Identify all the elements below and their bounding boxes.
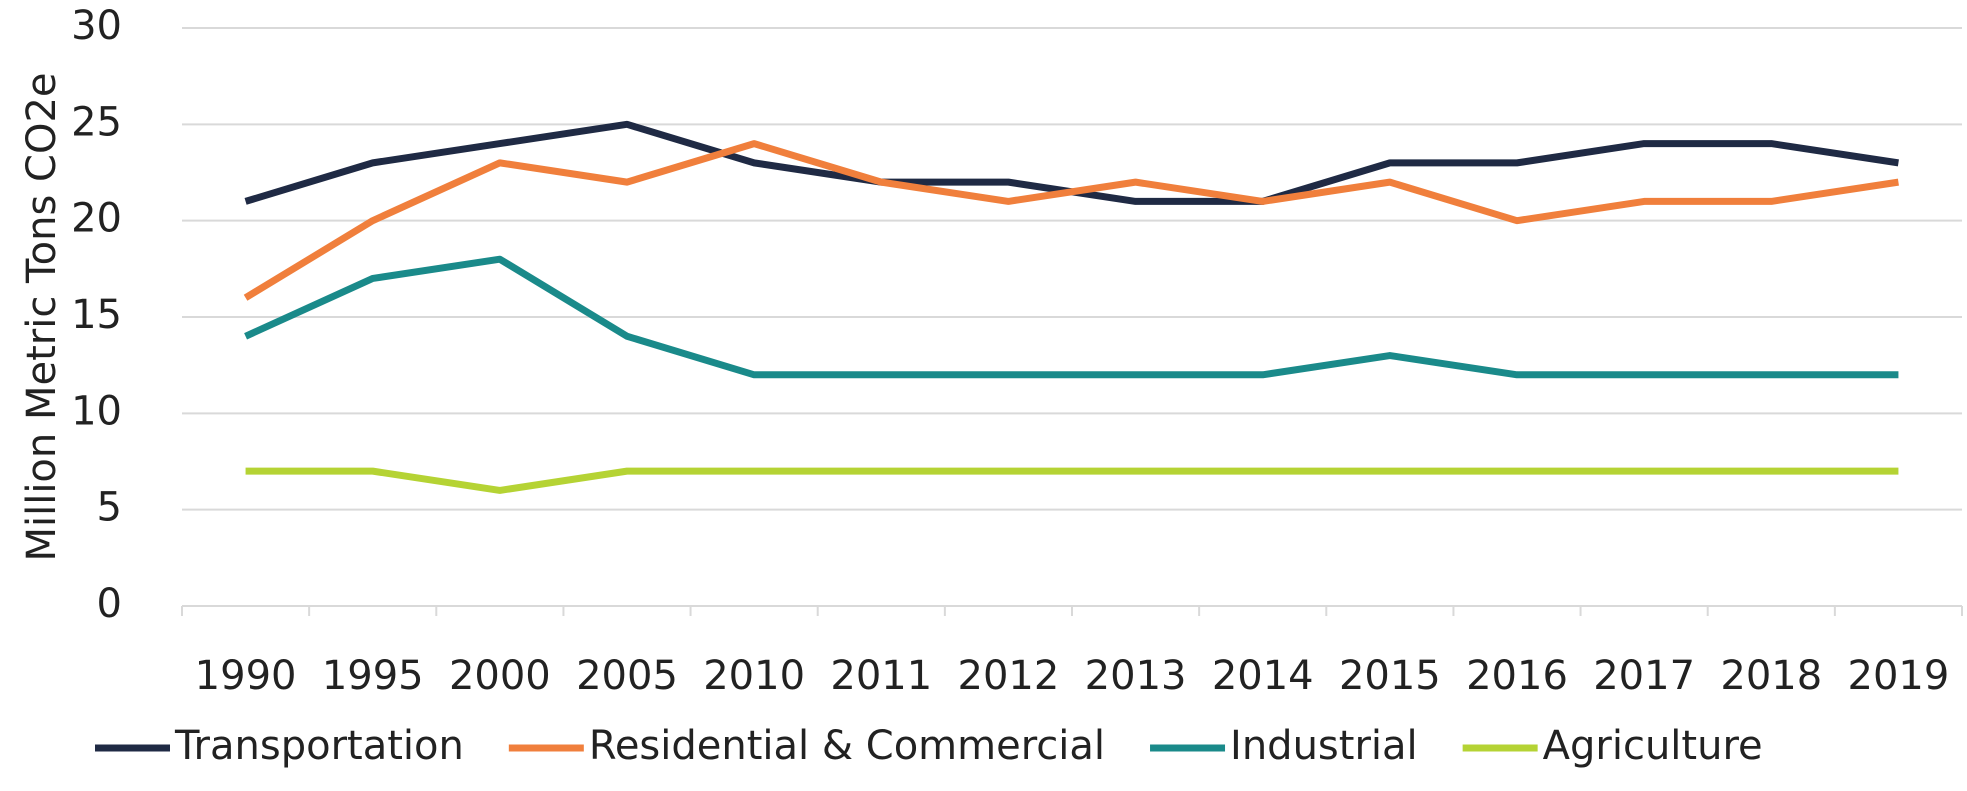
x-tick-label: 2017 [1593,653,1695,699]
x-tick-label: 2005 [576,653,678,699]
legend-label: Industrial [1230,723,1418,769]
x-tick-label: 2015 [1339,653,1441,699]
series-line [245,467,1899,494]
series-line [244,255,1899,379]
y-tick-label: 20 [71,196,122,242]
y-tick-label: 25 [71,99,122,145]
x-tick-label: 2000 [449,653,551,699]
x-tick-label: 2019 [1848,653,1950,699]
y-tick-label: 30 [71,3,122,49]
y-tick-label: 15 [71,292,122,338]
x-tick-label: 2012 [958,653,1060,699]
x-tick-label: 2018 [1720,653,1822,699]
x-tick-label: 2010 [703,653,805,699]
x-tick-label: 2016 [1466,653,1568,699]
x-tick-label: 1995 [322,653,424,699]
y-tick-label: 10 [71,388,122,434]
series-line [243,140,1899,301]
x-tick-label: 2011 [830,653,932,699]
y-axis-label: Million Metric Tons CO2e [19,72,65,561]
legend-label: Agriculture [1543,723,1763,769]
legend-label: Transportation [174,723,464,769]
x-tick-label: 1990 [195,653,297,699]
legend-label: Residential & Commercial [589,723,1105,769]
x-tick-label: 2013 [1085,653,1187,699]
y-tick-label: 0 [97,581,122,627]
x-tick-label: 2014 [1212,653,1314,699]
y-tick-label: 5 [97,485,122,531]
